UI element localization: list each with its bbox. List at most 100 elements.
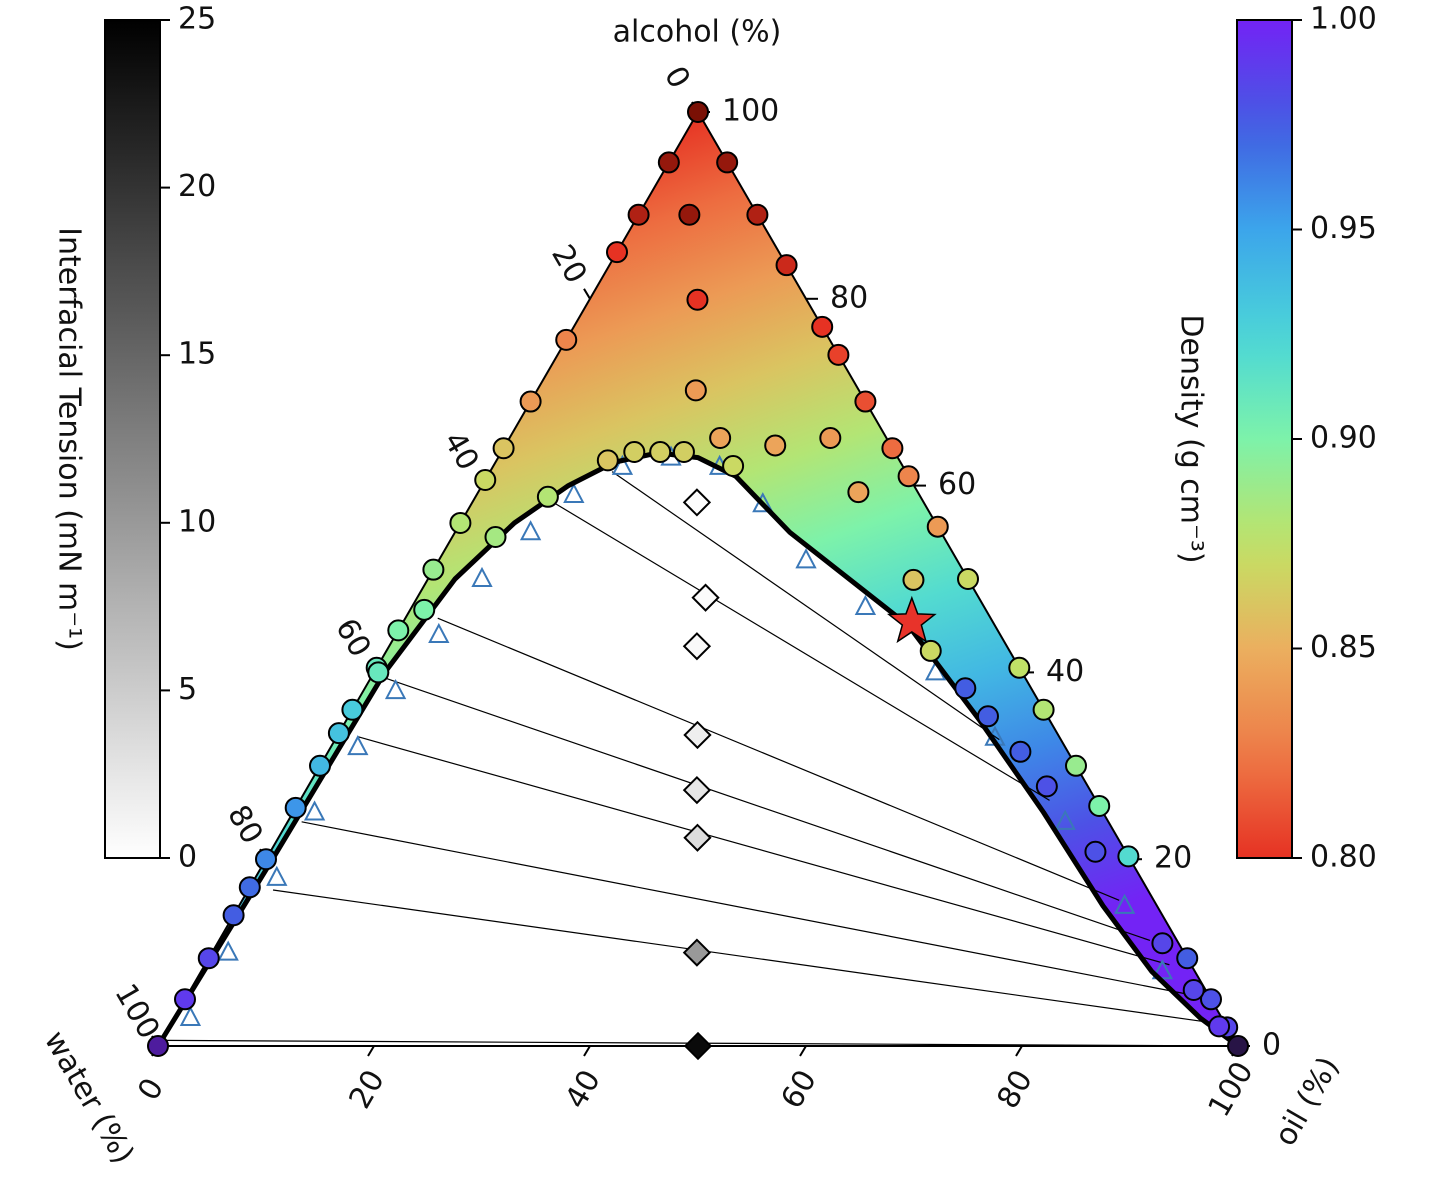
composition-point xyxy=(775,254,798,277)
composition-point xyxy=(684,379,707,402)
composition-point xyxy=(687,101,709,123)
water-tick-label: 60 xyxy=(328,613,377,664)
composition-point xyxy=(449,511,472,534)
composition-point xyxy=(976,705,999,728)
composition-point xyxy=(709,426,732,449)
alcohol-tick-label: 80 xyxy=(830,280,868,315)
composition-point xyxy=(1117,845,1140,868)
tie-line xyxy=(358,736,1170,966)
binodal-measured-point xyxy=(1054,809,1076,830)
binodal-measured-point xyxy=(179,1005,202,1026)
composition-point xyxy=(649,440,672,463)
composition-point xyxy=(902,568,925,591)
water-axis-title: water (%) xyxy=(37,1025,141,1170)
composition-point xyxy=(954,677,977,700)
composition-point xyxy=(255,848,277,871)
colorbar-tick-label: 1.00 xyxy=(1310,2,1377,37)
density-field xyxy=(158,112,1238,1046)
composition-point xyxy=(413,598,436,621)
alcohol-tick-label: 60 xyxy=(938,467,976,502)
tie-line xyxy=(376,674,1151,942)
composition-point xyxy=(881,437,904,460)
alcohol-tick-label: 100 xyxy=(722,94,779,129)
alcohol-tick-label: 20 xyxy=(1154,841,1192,876)
colorbar-tick-label: 0.90 xyxy=(1310,421,1377,456)
ift-point xyxy=(682,775,712,805)
colorbar-tick-label: 0.85 xyxy=(1310,630,1377,665)
ift-point xyxy=(683,1031,713,1061)
composition-point xyxy=(1065,754,1087,777)
composition-point xyxy=(197,947,220,970)
tie-line xyxy=(301,821,1191,996)
composition-point xyxy=(174,988,196,1011)
binodal-measured-point xyxy=(428,622,450,644)
composition-point xyxy=(686,288,709,311)
composition-point xyxy=(484,525,507,548)
binodal-measured-point xyxy=(611,454,634,475)
composition-point xyxy=(827,343,850,366)
binodal-measured-point xyxy=(347,734,369,756)
colorbar-tick-label: 0 xyxy=(178,840,197,875)
composition-point xyxy=(1176,947,1199,970)
colorbar-tick-label: 5 xyxy=(178,672,197,707)
composition-point xyxy=(1227,1035,1249,1057)
composition-point xyxy=(847,481,870,504)
oil-tick xyxy=(583,1045,591,1057)
composition-point xyxy=(854,390,877,413)
composition-point xyxy=(1200,988,1222,1011)
composition-point xyxy=(657,151,680,174)
colorbar-tick-label: 10 xyxy=(178,504,216,539)
binodal-measured-point xyxy=(795,548,817,569)
oil-tick-label: 80 xyxy=(990,1064,1039,1115)
composition-point xyxy=(1088,794,1111,817)
composition-point xyxy=(536,485,559,508)
oil-tick-label: 0 xyxy=(131,1072,171,1106)
binodal-curve xyxy=(155,450,1240,1049)
composition-point xyxy=(422,558,445,581)
composition-point xyxy=(309,754,331,777)
binodal-measured-point xyxy=(303,800,326,821)
composition-point xyxy=(1151,932,1174,955)
composition-point xyxy=(1182,978,1205,1001)
composition-point xyxy=(672,440,695,463)
composition-point xyxy=(387,619,410,642)
ift-point xyxy=(682,488,712,517)
tie-line xyxy=(554,502,1050,801)
oil-tick-label: 60 xyxy=(774,1064,823,1115)
oil-axis-title: oil (%) xyxy=(1268,1051,1347,1152)
oil-tick-label: 20 xyxy=(342,1064,391,1115)
composition-point xyxy=(819,426,842,449)
composition-point xyxy=(222,904,245,927)
binodal-measured-point xyxy=(519,520,542,541)
colorbar-label: Interfacial Tension (mN m⁻¹) xyxy=(52,227,87,651)
oil-tick xyxy=(1015,1045,1023,1057)
water-tick-label: 100 xyxy=(107,978,166,1045)
water-tick-label: 40 xyxy=(436,426,485,477)
composition-point xyxy=(519,390,542,413)
tie-line xyxy=(437,617,1120,901)
colorbar-tick-label: 0.95 xyxy=(1310,211,1377,246)
binodal-measured-point xyxy=(563,482,585,503)
ift-point xyxy=(683,720,712,750)
colorbar-tick-label: 15 xyxy=(178,337,216,372)
alcohol-axis-title: alcohol (%) xyxy=(613,15,782,50)
ift-point xyxy=(683,823,712,852)
composition-point xyxy=(555,328,578,351)
composition-point xyxy=(238,876,261,899)
composition-point xyxy=(1208,1015,1231,1038)
binodal-measured-point xyxy=(471,566,493,587)
oil-tick-label: 100 xyxy=(1202,1056,1261,1123)
composition-point xyxy=(1032,698,1055,721)
composition-point xyxy=(1009,740,1032,763)
oil-tick-label: 40 xyxy=(558,1064,607,1115)
composition-point xyxy=(919,639,942,662)
tie-line xyxy=(272,889,1205,1023)
composition-point xyxy=(474,468,497,491)
binodal-measured-point xyxy=(1113,893,1136,914)
ift-point xyxy=(682,938,712,967)
binodal-measured-point xyxy=(266,865,288,886)
composition-point xyxy=(627,203,650,226)
composition-point xyxy=(147,1035,169,1057)
alcohol-tick-label: 0 xyxy=(1262,1028,1281,1063)
